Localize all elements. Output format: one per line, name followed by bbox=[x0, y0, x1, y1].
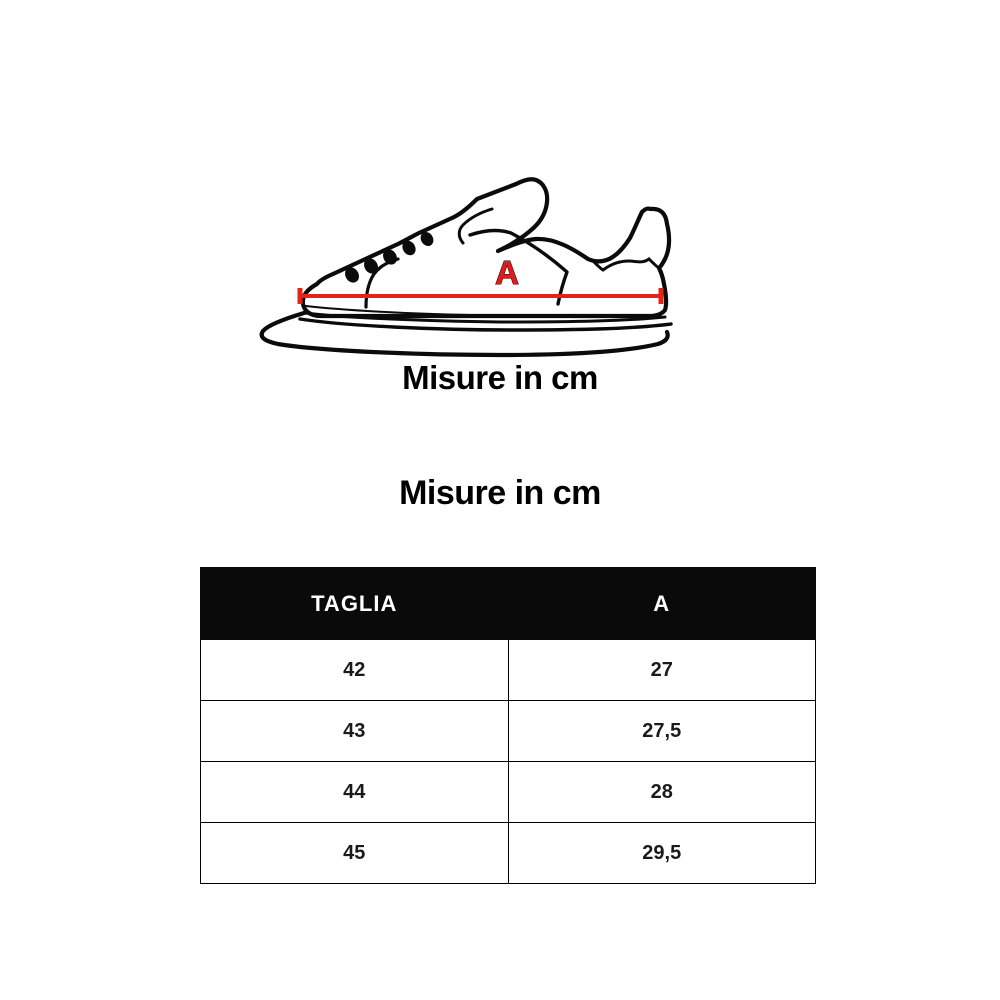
svg-text:A: A bbox=[495, 254, 519, 291]
